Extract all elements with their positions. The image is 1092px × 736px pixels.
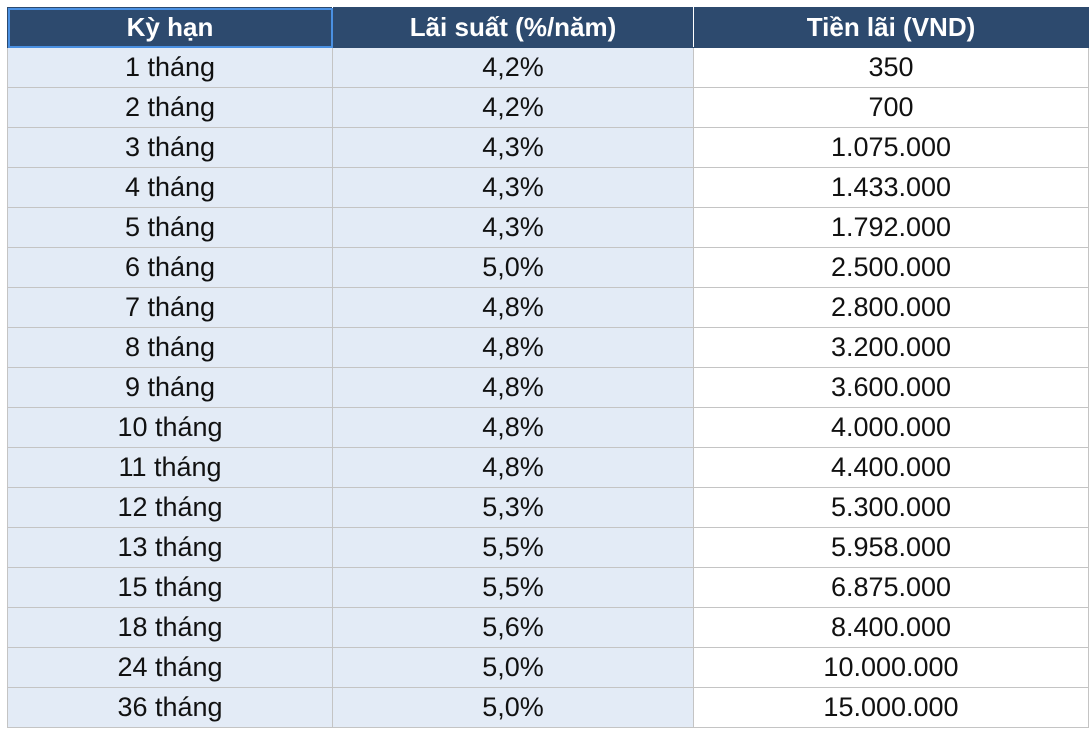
header-row: Kỳ hạn Lãi suất (%/năm) Tiền lãi (VND): [7, 7, 1089, 48]
cell-term[interactable]: 36 tháng: [7, 687, 333, 728]
cell-rate[interactable]: 4,3%: [332, 127, 694, 168]
cell-rate[interactable]: 5,3%: [332, 487, 694, 528]
table-row: 2 tháng 4,2% 700: [7, 87, 1089, 128]
cell-term[interactable]: 4 tháng: [7, 167, 333, 208]
cell-rate[interactable]: 5,5%: [332, 567, 694, 608]
cell-rate[interactable]: 4,8%: [332, 327, 694, 368]
table-row: 9 tháng 4,8% 3.600.000: [7, 367, 1089, 408]
table-row: 24 tháng 5,0% 10.000.000: [7, 647, 1089, 688]
cell-term[interactable]: 3 tháng: [7, 127, 333, 168]
table-row: 3 tháng 4,3% 1.075.000: [7, 127, 1089, 168]
cell-term[interactable]: 24 tháng: [7, 647, 333, 688]
cell-interest[interactable]: 350: [693, 47, 1089, 88]
table-row: 15 tháng 5,5% 6.875.000: [7, 567, 1089, 608]
cell-term[interactable]: 8 tháng: [7, 327, 333, 368]
cell-rate[interactable]: 5,5%: [332, 527, 694, 568]
table-row: 18 tháng 5,6% 8.400.000: [7, 607, 1089, 648]
cell-interest[interactable]: 2.800.000: [693, 287, 1089, 328]
table-row: 4 tháng 4,3% 1.433.000: [7, 167, 1089, 208]
cell-interest[interactable]: 15.000.000: [693, 687, 1089, 728]
cell-rate[interactable]: 5,0%: [332, 247, 694, 288]
cell-term[interactable]: 11 tháng: [7, 447, 333, 488]
table-row: 6 tháng 5,0% 2.500.000: [7, 247, 1089, 288]
cell-rate[interactable]: 5,6%: [332, 607, 694, 648]
cell-interest[interactable]: 4.400.000: [693, 447, 1089, 488]
cell-interest[interactable]: 2.500.000: [693, 247, 1089, 288]
table-row: 10 tháng 4,8% 4.000.000: [7, 407, 1089, 448]
cell-interest[interactable]: 1.792.000: [693, 207, 1089, 248]
cell-interest[interactable]: 3.600.000: [693, 367, 1089, 408]
cell-term[interactable]: 5 tháng: [7, 207, 333, 248]
cell-interest[interactable]: 700: [693, 87, 1089, 128]
cell-rate[interactable]: 4,3%: [332, 207, 694, 248]
table-body: 1 tháng 4,2% 350 2 tháng 4,2% 700 3 tháng 4,3% 1…: [7, 47, 1089, 728]
table-row: 7 tháng 4,8% 2.800.000: [7, 287, 1089, 328]
table-row: 11 tháng 4,8% 4.400.000: [7, 447, 1089, 488]
cell-interest[interactable]: 5.958.000: [693, 527, 1089, 568]
cell-interest[interactable]: 3.200.000: [693, 327, 1089, 368]
cell-term[interactable]: 2 tháng: [7, 87, 333, 128]
cell-interest[interactable]: 6.875.000: [693, 567, 1089, 608]
cell-term[interactable]: 15 tháng: [7, 567, 333, 608]
cell-term[interactable]: 13 tháng: [7, 527, 333, 568]
cell-rate[interactable]: 4,2%: [332, 47, 694, 88]
cell-term[interactable]: 6 tháng: [7, 247, 333, 288]
cell-interest[interactable]: 5.300.000: [693, 487, 1089, 528]
cell-rate[interactable]: 5,0%: [332, 687, 694, 728]
cell-rate[interactable]: 4,8%: [332, 447, 694, 488]
cell-interest[interactable]: 10.000.000: [693, 647, 1089, 688]
table-row: 5 tháng 4,3% 1.792.000: [7, 207, 1089, 248]
cell-term[interactable]: 12 tháng: [7, 487, 333, 528]
cell-rate[interactable]: 4,8%: [332, 367, 694, 408]
table-row: 1 tháng 4,2% 350: [7, 47, 1089, 88]
cell-term[interactable]: 1 tháng: [7, 47, 333, 88]
header-cell-term[interactable]: Kỳ hạn: [7, 7, 333, 48]
cell-term[interactable]: 7 tháng: [7, 287, 333, 328]
cell-term[interactable]: 10 tháng: [7, 407, 333, 448]
cell-rate[interactable]: 4,8%: [332, 287, 694, 328]
cell-rate[interactable]: 4,8%: [332, 407, 694, 448]
cell-interest[interactable]: 1.075.000: [693, 127, 1089, 168]
interest-rate-table: Kỳ hạn Lãi suất (%/năm) Tiền lãi (VND) 1…: [7, 7, 1089, 728]
cell-rate[interactable]: 4,2%: [332, 87, 694, 128]
cell-term[interactable]: 9 tháng: [7, 367, 333, 408]
cell-interest[interactable]: 1.433.000: [693, 167, 1089, 208]
table-row: 8 tháng 4,8% 3.200.000: [7, 327, 1089, 368]
cell-rate[interactable]: 4,3%: [332, 167, 694, 208]
header-cell-interest[interactable]: Tiền lãi (VND): [693, 7, 1089, 48]
cell-interest[interactable]: 8.400.000: [693, 607, 1089, 648]
header-cell-rate[interactable]: Lãi suất (%/năm): [332, 7, 694, 48]
cell-rate[interactable]: 5,0%: [332, 647, 694, 688]
table-row: 12 tháng 5,3% 5.300.000: [7, 487, 1089, 528]
table-row: 36 tháng 5,0% 15.000.000: [7, 687, 1089, 728]
cell-interest[interactable]: 4.000.000: [693, 407, 1089, 448]
cell-term[interactable]: 18 tháng: [7, 607, 333, 648]
table-row: 13 tháng 5,5% 5.958.000: [7, 527, 1089, 568]
